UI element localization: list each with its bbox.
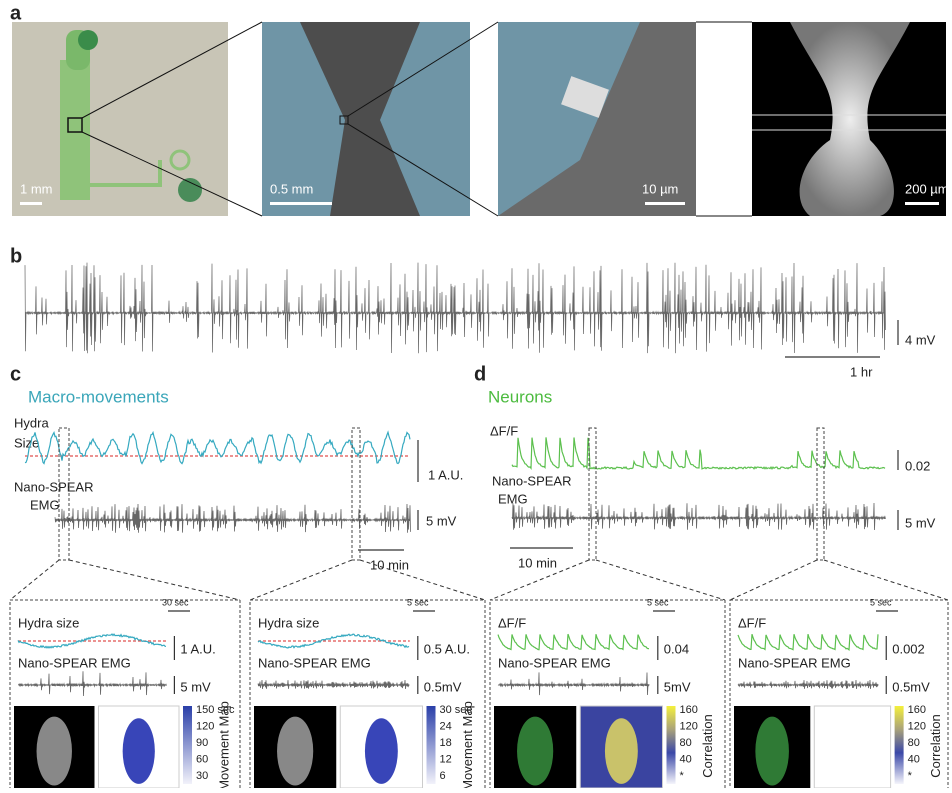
scale-label: 1 hr: [850, 364, 873, 379]
label: ΔF/F: [738, 615, 766, 630]
colorbar-tick-label: *: [680, 770, 685, 782]
dashed-line: [730, 560, 817, 600]
colorbar-tick-label: 160: [680, 704, 698, 716]
label: Hydra size: [258, 615, 319, 630]
panel-label: c: [10, 363, 21, 385]
image-body: [277, 717, 313, 786]
scale-label: 4 mV: [905, 332, 936, 347]
emg-trace: [55, 504, 411, 533]
scale-label: 5 mV: [180, 679, 211, 694]
colorbar-label: Correlation: [928, 714, 943, 778]
colorbar-tick-label: 90: [196, 737, 208, 749]
colorbar: [667, 706, 676, 784]
dashed-line: [824, 560, 948, 600]
scale-label: 5 sec: [407, 597, 429, 607]
image-body: [517, 717, 553, 786]
panel-title: Neurons: [488, 387, 552, 406]
emg-trace: [498, 672, 650, 695]
emg-trace: [25, 263, 886, 354]
label: Nano-SPEAR EMG: [738, 655, 851, 670]
signal-trace: [512, 437, 885, 469]
colorbar-tick-label: 120: [908, 720, 926, 732]
signal-trace: [498, 634, 649, 650]
scale-label: 1 A.U.: [180, 641, 215, 656]
dashed-line: [10, 560, 59, 600]
label: Hydra: [14, 415, 49, 430]
scale-label: 5mV: [664, 679, 691, 694]
colorbar-tick-label: 120: [196, 720, 214, 732]
label: EMG: [30, 497, 60, 512]
map-shape: [123, 718, 155, 784]
emg-trace: [512, 503, 886, 530]
label: Nano-SPEAR EMG: [498, 655, 611, 670]
panel-label: d: [474, 363, 486, 385]
scale-bar-label: 200 µm: [905, 181, 949, 196]
colorbar-tick-label: 30: [196, 770, 208, 782]
colorbar: [427, 706, 436, 784]
colorbar-tick-label: 24: [440, 720, 452, 732]
label: Nano-SPEAR: [14, 479, 93, 494]
label: Nano-SPEAR EMG: [18, 655, 131, 670]
dashed-line: [250, 560, 352, 600]
scale-label: 0.5mV: [892, 679, 930, 694]
colorbar-tick-label: 40: [680, 753, 692, 765]
scale-label: 30 sec: [162, 597, 189, 607]
emg-trace: [258, 680, 410, 689]
dashed-line: [69, 560, 240, 600]
scale-label: 0.5mV: [424, 679, 462, 694]
colorbar-tick-label: 40: [908, 753, 920, 765]
emg-trace: [738, 680, 879, 689]
scale-bar-label: 10 µm: [642, 181, 678, 196]
colorbar-label: Movement Map: [216, 701, 231, 788]
scale-label: 0.02: [905, 458, 930, 473]
label: Nano-SPEAR: [492, 473, 571, 488]
colorbar-tick-label: 6: [440, 770, 446, 782]
emg-trace: [18, 671, 167, 696]
panel-label: a: [10, 2, 22, 24]
scale-label: 0.5 A.U.: [424, 641, 470, 656]
map-shape: [605, 718, 638, 784]
label: ΔF/F: [498, 615, 526, 630]
scale-label: 1 A.U.: [428, 467, 463, 482]
colorbar-tick-label: 60: [196, 753, 208, 765]
dashed-box: [589, 428, 596, 560]
dashed-line: [596, 560, 725, 600]
colorbar-tick-label: 80: [908, 737, 920, 749]
label: Hydra size: [18, 615, 79, 630]
scale-label: 5 sec: [870, 597, 892, 607]
label: ΔF/F: [490, 423, 518, 438]
scale-bar-label: 0.5 mm: [270, 181, 313, 196]
colorbar-tick-label: 120: [680, 720, 698, 732]
label: Size: [14, 435, 39, 450]
image-body: [37, 717, 72, 786]
scale-label: 0.002: [892, 641, 925, 656]
colorbar-tick-label: *: [908, 770, 913, 782]
scale-label: 0.04: [664, 641, 689, 656]
colorbar-tick-label: 18: [440, 737, 452, 749]
colorbar-tick-label: 12: [440, 753, 452, 765]
colorbar-tick-label: 160: [908, 704, 926, 716]
figure: a 1 mm 0.5 mm 10 µm 200 µm b 4 mV 1 hr c Macro-mo…: [0, 0, 952, 788]
map-shape: [365, 718, 398, 784]
image-map: [814, 706, 890, 788]
scale-label: 5 mV: [905, 515, 936, 530]
dashed-box: [817, 428, 824, 560]
colorbar-label: Movement Map: [460, 701, 475, 788]
image-body: [755, 717, 789, 786]
colorbar: [895, 706, 904, 784]
colorbar: [183, 706, 192, 784]
scale-label: 10 min: [518, 555, 557, 570]
colorbar-label: Correlation: [700, 714, 715, 778]
scale-bar-label: 1 mm: [20, 181, 53, 196]
panel-label: b: [10, 245, 22, 267]
colorbar-tick-label: 80: [680, 737, 692, 749]
panel-title: Macro-movements: [28, 387, 169, 406]
label: Nano-SPEAR EMG: [258, 655, 371, 670]
scale-label: 5 mV: [426, 513, 457, 528]
signal-trace: [738, 634, 878, 650]
scale-label: 5 sec: [647, 597, 669, 607]
